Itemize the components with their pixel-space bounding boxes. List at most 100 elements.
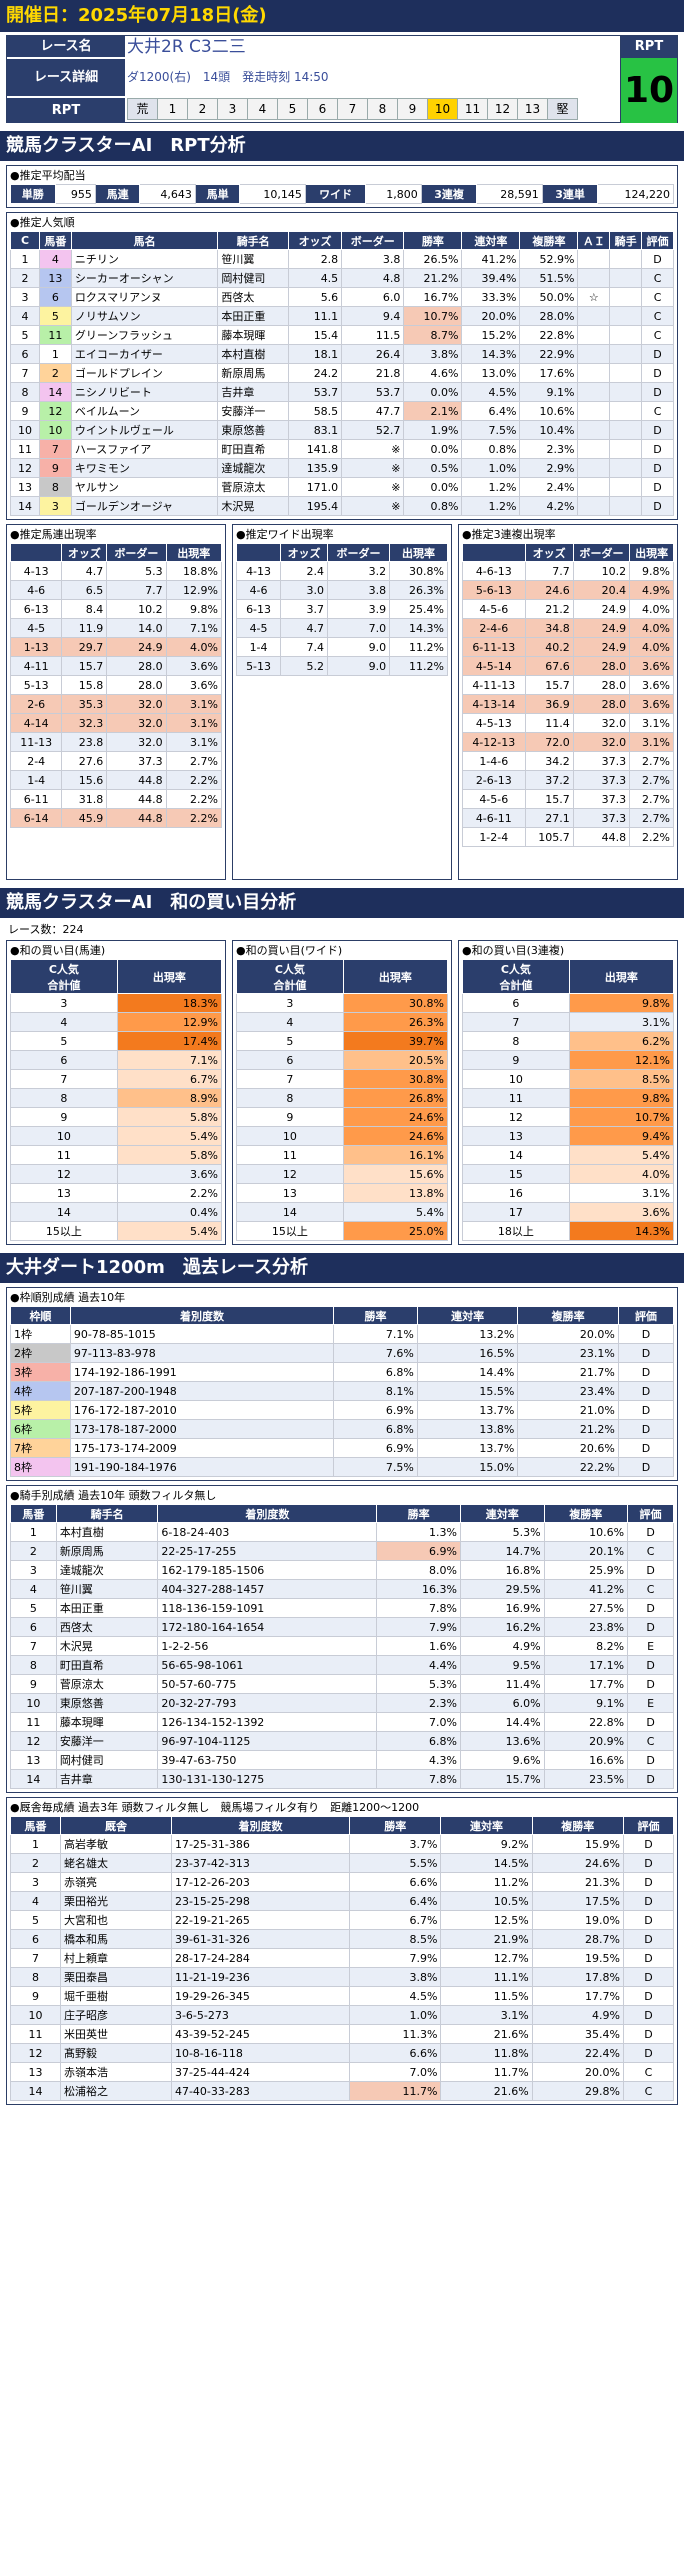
jockey-cell: 5.3%	[376, 1674, 461, 1694]
sanrenpuku-row: 4-6-11 27.1 37.3 2.7%	[462, 808, 674, 828]
waku-cell: 5枠	[10, 1400, 71, 1420]
wa2-row: 15以上 25.0%	[236, 1221, 449, 1241]
trainer-cell: 9	[9, 1986, 62, 2006]
wa2-sum-cell: 13	[236, 1183, 344, 1203]
jockey-cell: D	[627, 1617, 674, 1637]
jockey-cell: 10.6%	[543, 1522, 629, 1542]
umaren-cell: 45.9	[61, 808, 108, 828]
umaren-cell: 44.8	[106, 770, 167, 790]
rpt-cell: 4	[247, 98, 278, 120]
trainer-cell: 10	[9, 2005, 62, 2025]
umaren-cell: 6-13	[9, 599, 63, 619]
wide-cell: 5.2	[280, 656, 329, 676]
rpt-badge: RPT 10	[620, 35, 678, 123]
wa-umaren-table: C人気 合計値 出現率 3 18.3% 4 12.9% 5 17.4% 6 7.1% 7 6.7% 8 8…	[10, 959, 223, 1241]
popularity-cell	[577, 401, 611, 421]
trainer-cell: 24.6%	[531, 1853, 624, 1873]
popularity-cell: 13	[9, 477, 41, 497]
jockey-title: ●騎手別成績 過去10年 頭数フィルタ無し	[10, 1489, 217, 1502]
waku-cell: 3枠	[10, 1362, 71, 1382]
jockey-cell: D	[627, 1522, 674, 1542]
trainer-cell: 2	[9, 1853, 62, 1873]
popularity-cell: 22.9%	[519, 344, 579, 364]
jockey-cell: 118-136-159-1091	[157, 1598, 378, 1618]
wa3-sum-cell: 10	[462, 1069, 570, 1089]
trainer-cell: 1	[9, 1834, 62, 1854]
wa3-rate-cell: 4.0%	[568, 1164, 675, 1184]
popularity-header-cell: ボーダー	[341, 231, 405, 250]
wa1-rate-cell: 7.1%	[116, 1050, 223, 1070]
popularity-cell: ゴールドプレイン	[70, 363, 219, 383]
trainer-cell: 3.8%	[349, 1967, 442, 1987]
trainer-cell: D	[622, 2005, 675, 2025]
sanrenpuku-cell: 10.2	[572, 561, 631, 581]
umaren-title: ●推定馬連出現率	[10, 528, 97, 541]
popularity-cell	[577, 458, 611, 478]
payout-label: 単勝	[10, 184, 56, 204]
jockey-cell: 安藤洋一	[55, 1731, 159, 1751]
popularity-cell: 菅原涼太	[217, 477, 289, 497]
trainer-cell: 22-19-21-265	[170, 1910, 351, 1930]
wa3-row: 17 3.6%	[462, 1202, 675, 1222]
wa-umaren-title: ●和の買い目(馬連)	[10, 944, 106, 957]
trainer-header-cell: 勝率	[349, 1816, 442, 1835]
wa1-sum-cell: 12	[10, 1164, 118, 1184]
popularity-cell: キワミモン	[70, 458, 219, 478]
trainer-cell: 10.5%	[440, 1891, 533, 1911]
waku-cell: 2枠	[10, 1343, 71, 1363]
wa1-row: 8 8.9%	[10, 1088, 223, 1108]
sanrenpuku-row: 5-6-13 24.6 20.4 4.9%	[462, 580, 674, 600]
waku-cell: 7.6%	[333, 1343, 418, 1363]
wide-cell: 14.3%	[389, 618, 448, 638]
wa3-row: 6 9.8%	[462, 993, 675, 1013]
popularity-cell: 5.6	[287, 287, 343, 307]
umaren-table: オッズ ボーダー 出現率 4-13 4.7 5.3 18.8% 4-6 6.5 7.7 12.9% 6…	[9, 543, 223, 828]
popularity-header-cell: 馬名	[70, 231, 219, 250]
sanrenpuku-cell: 37.2	[524, 770, 574, 790]
popularity-cell	[577, 477, 611, 497]
wide-header-cell: ボーダー	[327, 543, 391, 562]
wide-cell: 26.3%	[389, 580, 448, 600]
payout-value: 10,145	[239, 184, 306, 204]
umaren-row: 2-6 35.3 32.0 3.1%	[9, 694, 223, 714]
umaren-cell: 3.1%	[165, 732, 223, 752]
sanrenpuku-cell: 4-11-13	[462, 675, 526, 695]
trainer-cell: 23-15-25-298	[170, 1891, 351, 1911]
waku-cell: 21.7%	[517, 1362, 619, 1382]
wide-cell: 6-13	[235, 599, 282, 619]
trainer-row: 7 村上頼章 28-17-24-284 7.9% 12.7% 19.5% D	[9, 1948, 675, 1968]
sanrenpuku-cell: 20.4	[572, 580, 631, 600]
trainer-cell: 6	[9, 1929, 62, 1949]
wa2-sum-cell: 10	[236, 1126, 344, 1146]
wa3-rate-cell: 9.8%	[568, 1088, 675, 1108]
trainer-cell: 7	[9, 1948, 62, 1968]
trainer-header-cell: 着別度数	[170, 1816, 351, 1835]
umaren-row: 1-13 29.7 24.9 4.0%	[9, 637, 223, 657]
waku-cell: 6.8%	[333, 1362, 418, 1382]
popularity-cell: 20.0%	[461, 306, 521, 326]
umaren-cell: 32.3	[61, 713, 108, 733]
popularity-cell: 15.4	[287, 325, 343, 345]
popularity-cell: 0.0%	[403, 382, 463, 402]
popularity-row: 4 5 ノリサムソン 本田正重 11.1 9.4 10.7% 20.0% 28.0% C	[9, 306, 674, 326]
wa2-rate-cell: 30.8%	[342, 993, 449, 1013]
wa2-rate-cell: 5.4%	[342, 1202, 449, 1222]
wa2-sum-cell: 14	[236, 1202, 344, 1222]
trainer-cell: 23-37-42-313	[170, 1853, 351, 1873]
sanrenpuku-cell: 24.6	[524, 580, 574, 600]
wide-row: 5-13 5.2 9.0 11.2%	[235, 656, 448, 676]
popularity-cell: ノリサムソン	[70, 306, 219, 326]
wa2-rate-cell: 25.0%	[342, 1221, 449, 1241]
waku-cell: 6.9%	[333, 1400, 418, 1420]
jockey-row: 5 本田正重 118-136-159-1091 7.8% 16.9% 27.5% D	[10, 1598, 674, 1618]
waku-cell: 97-113-83-978	[69, 1343, 335, 1363]
jockey-cell: C	[627, 1541, 674, 1561]
jockey-cell: 41.2%	[543, 1579, 629, 1599]
waku-cell: D	[617, 1419, 675, 1439]
jockey-row: 2 新原周馬 22-25-17-255 6.9% 14.7% 20.1% C	[10, 1541, 674, 1561]
sanrenpuku-cell: 1-2-4	[462, 827, 526, 847]
popularity-cell: 吉井章	[217, 382, 289, 402]
popularity-cell	[577, 439, 611, 459]
umaren-cell: 3.6%	[165, 656, 223, 676]
waku-cell: D	[617, 1362, 675, 1382]
